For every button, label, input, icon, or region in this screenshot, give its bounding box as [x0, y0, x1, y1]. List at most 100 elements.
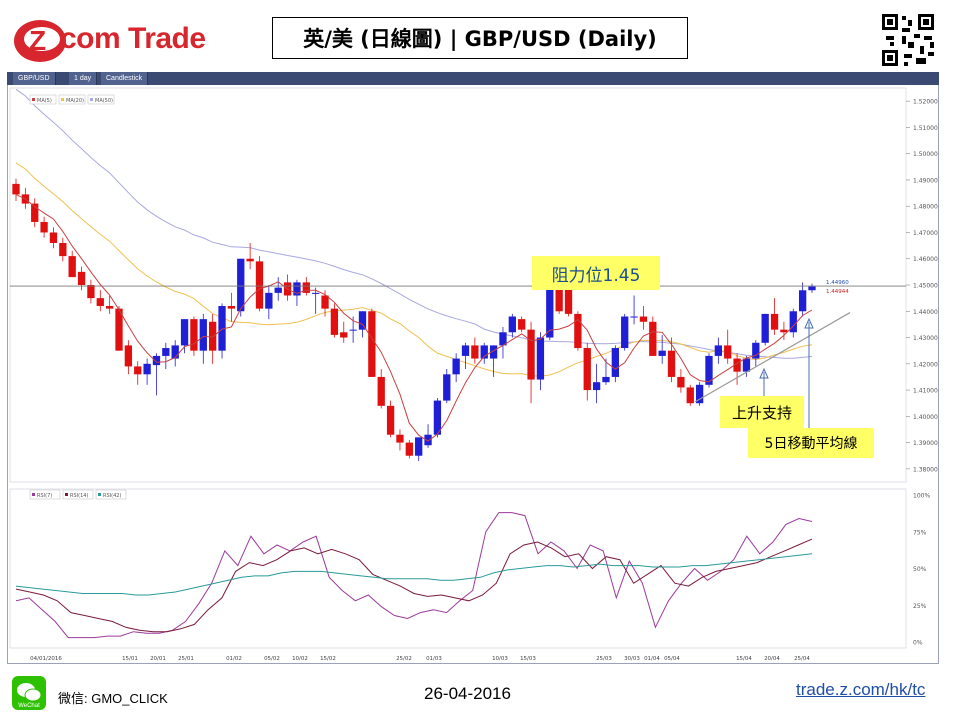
qr-code-icon [880, 12, 936, 68]
candle-body [87, 285, 95, 299]
x-tick-label: 05/04 [664, 656, 680, 662]
candle-body [770, 313, 779, 330]
candle-body [218, 306, 226, 351]
rsi-tick-label: 0% [913, 640, 923, 647]
rsi-panel [9, 488, 907, 649]
candle-body [265, 292, 273, 309]
candle-body [789, 311, 797, 333]
candle-body [808, 286, 816, 291]
candle-body [780, 329, 788, 333]
price-label-ask: 1.44944 [826, 289, 849, 295]
rsi-tick-label: 75% [913, 529, 927, 536]
candle-body [461, 345, 470, 356]
report-date: 26-04-2016 [424, 684, 511, 703]
candle-body [527, 329, 535, 380]
candle-body [733, 358, 741, 372]
candle-body [798, 290, 807, 312]
candle-body [340, 332, 348, 338]
candle-body [705, 355, 713, 385]
style-tab[interactable]: Candlestick [101, 72, 149, 85]
rsi-legend-box [29, 489, 61, 500]
candle-body [209, 321, 217, 351]
price-legend-swatch [90, 98, 93, 101]
x-tick-label: 04/01/2016 [30, 656, 62, 662]
website-link[interactable]: trade.z.com/hk/tc [796, 680, 926, 699]
wechat-id: 微信: GMO_CLICK [58, 691, 168, 706]
candle-body [752, 342, 760, 359]
price-legend-label: MA(50) [95, 98, 113, 104]
ma5-line [15, 193, 813, 442]
candle-body [499, 332, 507, 346]
support-trendline [694, 312, 851, 403]
z-logo-icon: Z [14, 20, 66, 62]
candle-body [489, 345, 498, 359]
price-legend-swatch [61, 98, 64, 101]
rsi-line-2 [15, 553, 813, 596]
price-tick-label: 1.43000 [913, 335, 938, 342]
rsi-legend-label: RSI(42) [103, 493, 121, 499]
candle-body [761, 313, 769, 343]
candle-body [405, 442, 413, 456]
candle-body [237, 258, 245, 312]
candle-body [190, 319, 198, 351]
price-tick-label: 1.42000 [913, 361, 938, 368]
rsi-line-0 [15, 512, 813, 639]
candle-body [592, 382, 601, 391]
candle-body [452, 358, 460, 375]
price-tick-label: 1.51000 [913, 125, 938, 132]
x-tick-label: 30/03 [624, 656, 640, 662]
candle-body [555, 287, 563, 312]
candle-body [162, 348, 170, 356]
x-tick-label: 01/03 [426, 656, 442, 662]
price-tick-label: 1.44000 [913, 309, 938, 316]
candle-body [471, 345, 479, 359]
rsi-legend-swatch [65, 493, 68, 496]
rsi-tick-label: 25% [913, 603, 927, 610]
price-tick-label: 1.45000 [913, 283, 938, 290]
price-tick-label: 1.40000 [913, 414, 938, 421]
candle-body [377, 376, 385, 406]
x-tick-label: 01/02 [226, 656, 242, 662]
period-tab[interactable]: 1 day [69, 72, 98, 85]
candle-body [368, 311, 376, 377]
candle-body [143, 363, 151, 375]
rsi-legend-label: RSI(14) [70, 493, 88, 499]
price-legend-box [87, 94, 115, 105]
zcom-trade-logo: Z com Trade [12, 18, 212, 64]
logo-text: com Trade [60, 22, 206, 55]
rsi-legend-swatch [98, 493, 101, 496]
price-legend-box [58, 94, 86, 105]
symbol-tab[interactable]: GBP/USD [13, 72, 56, 85]
candle-body [49, 232, 58, 243]
candle-body [115, 308, 123, 351]
x-tick-label: 10/03 [492, 656, 508, 662]
candle-body [293, 282, 301, 296]
candle-body [574, 313, 582, 349]
candle-body [96, 298, 104, 307]
candle-body [639, 316, 648, 322]
candle-body [677, 376, 685, 388]
wechat-icon: WeChat [12, 676, 46, 710]
candle-body [742, 358, 751, 372]
price-tick-label: 1.50000 [913, 151, 938, 158]
x-tick-label: 10/02 [292, 656, 308, 662]
ma5-arrow-head [804, 317, 814, 329]
x-tick-label: 15/04 [736, 656, 752, 662]
ma20-line [15, 162, 813, 377]
x-tick-label: 15/02 [320, 656, 336, 662]
price-tick-label: 1.41000 [913, 388, 938, 395]
candle-body [105, 306, 114, 309]
candle-body [349, 329, 357, 331]
candle-body [433, 400, 442, 435]
candle-body [330, 308, 339, 335]
candle-body [536, 337, 545, 380]
price-legend-label: MA(20) [66, 98, 84, 104]
candle-body [312, 292, 320, 294]
rsi-legend-swatch [32, 493, 35, 496]
x-tick-label: 15/01 [122, 656, 138, 662]
candle-body [518, 319, 526, 330]
price-legend-box [29, 94, 57, 105]
chart-toolbar: GBP/USD 1 day Candlestick [7, 72, 939, 85]
candle-body [396, 434, 404, 443]
candle-body [546, 287, 554, 338]
